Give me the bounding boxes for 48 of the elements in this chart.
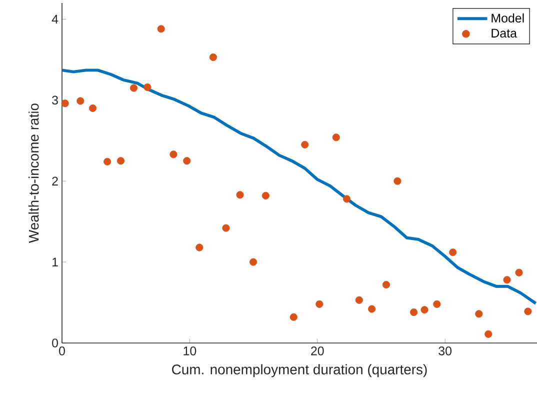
point [116,157,125,165]
legend-label: Model [492,13,524,23]
legend-label: Data [492,28,517,38]
y-tick-label: 2 [52,176,58,186]
y-tick-label: 4 [52,14,58,24]
point [515,268,523,276]
x-tick-label: 20 [311,346,324,356]
x-tick-label: 10 [184,346,196,356]
y-tick-label: 1 [52,258,58,266]
point [290,313,298,321]
y-tick-label: 0 [52,338,58,348]
point [249,258,258,266]
point [144,83,152,91]
point [484,330,492,338]
point [222,224,230,232]
point [342,195,351,203]
point [382,280,390,288]
line-series [60,68,537,305]
point [61,100,69,108]
point [183,157,191,165]
x-tick-label: 0 [59,346,65,356]
point [503,276,511,284]
point [196,244,204,252]
point [355,296,363,304]
point [524,308,532,316]
point [262,192,270,200]
point [433,300,441,308]
point [104,158,112,166]
point [410,308,418,316]
point [368,305,376,313]
point [449,248,457,256]
point [170,150,178,158]
point [76,97,84,105]
y-axis-title: Wealth-to-income ratio [28,104,39,243]
y-tick-label: 3 [52,96,58,105]
point [88,104,97,112]
point [157,25,165,33]
x-tick-label: 30 [438,346,452,356]
point [394,177,402,185]
point [130,84,138,92]
point [316,300,324,308]
point [475,310,483,318]
point [236,191,244,199]
point [420,306,428,314]
point [209,53,217,62]
x-axis-title: Cum. nonemployment duration (quarters) [172,364,427,378]
point [332,134,340,142]
point [301,140,309,148]
